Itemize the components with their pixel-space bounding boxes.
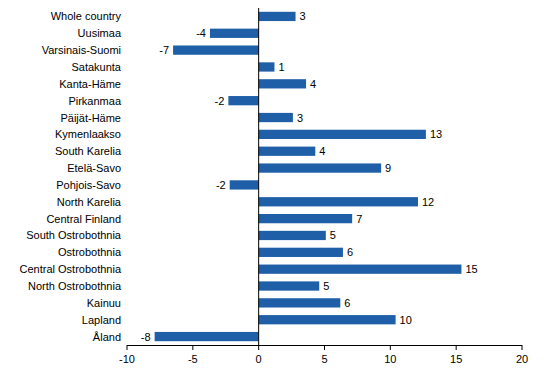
- zero-line: [258, 8, 259, 345]
- bar: [259, 79, 306, 88]
- data-label: 10: [400, 314, 412, 326]
- data-label: -2: [215, 95, 225, 107]
- data-label: 4: [319, 145, 325, 157]
- bar: [259, 163, 381, 172]
- category-label: South Karelia: [55, 145, 122, 157]
- data-label: -8: [141, 331, 151, 343]
- data-label: 12: [422, 196, 434, 208]
- bar: [259, 231, 326, 240]
- tick: [258, 345, 259, 350]
- tick-label: 20: [516, 353, 528, 365]
- tick-label: 5: [321, 353, 327, 365]
- category-label: Kainuu: [87, 297, 121, 309]
- category-label: Varsinais-Suomi: [42, 44, 121, 56]
- bar: [210, 29, 259, 38]
- bar: [259, 265, 462, 274]
- data-label: 5: [330, 229, 336, 241]
- bar: [259, 130, 426, 139]
- bar: [259, 197, 418, 206]
- data-label: 1: [278, 61, 284, 73]
- tick-label: -10: [119, 353, 135, 365]
- category-label: Central Finland: [46, 213, 121, 225]
- bar: [228, 96, 258, 105]
- category-label: North Ostrobothnia: [28, 280, 122, 292]
- data-label: -4: [196, 27, 206, 39]
- category-label: North Karelia: [57, 196, 122, 208]
- chart: -10-505101520Whole countryUusimaaVarsina…: [0, 0, 546, 376]
- category-label: Etelä-Savo: [67, 162, 121, 174]
- data-label: 3: [297, 112, 303, 124]
- category-label: Päijät-Häme: [60, 112, 121, 124]
- category-label: Lapland: [82, 314, 121, 326]
- tick: [522, 345, 523, 350]
- tick: [456, 345, 457, 350]
- data-label: 6: [347, 246, 353, 258]
- category-label: Whole country: [51, 10, 122, 22]
- bar: [259, 113, 293, 122]
- data-label: 9: [385, 162, 391, 174]
- category-label: Uusimaa: [78, 27, 122, 39]
- data-label: 4: [310, 78, 316, 90]
- bar: [173, 45, 259, 54]
- bar: [259, 298, 341, 307]
- data-label: 15: [465, 263, 477, 275]
- bar: [259, 248, 343, 257]
- category-label: Ostrobothnia: [58, 246, 122, 258]
- data-label: 13: [430, 128, 442, 140]
- category-label: Åland: [93, 331, 121, 343]
- category-label: Satakunta: [71, 61, 121, 73]
- tick: [324, 345, 325, 350]
- category-label: Kanta-Häme: [59, 78, 121, 90]
- tick-label: 0: [256, 353, 262, 365]
- bars: [155, 12, 462, 341]
- tick-label: 15: [450, 353, 462, 365]
- bar: [259, 147, 316, 156]
- bar: [259, 315, 396, 324]
- data-label: 6: [344, 297, 350, 309]
- bar: [259, 214, 352, 223]
- category-label: South Ostrobothnia: [26, 229, 122, 241]
- category-label: Pohjois-Savo: [56, 179, 121, 191]
- tick-label: 10: [384, 353, 396, 365]
- bar: [259, 62, 275, 71]
- data-label: 7: [356, 213, 362, 225]
- bar: [230, 180, 259, 189]
- data-label: 5: [323, 280, 329, 292]
- bar: [259, 12, 296, 21]
- category-label: Kymenlaakso: [55, 128, 121, 140]
- category-label: Central Ostrobothnia: [20, 263, 122, 275]
- tick: [390, 345, 391, 350]
- bar: [155, 332, 259, 341]
- tick: [127, 345, 128, 350]
- tick-label: -5: [188, 353, 198, 365]
- data-label: -2: [216, 179, 226, 191]
- data-label: 3: [300, 10, 306, 22]
- data-label: -7: [159, 44, 169, 56]
- bar: [259, 281, 320, 290]
- tick: [192, 345, 193, 350]
- category-label: Pirkanmaa: [68, 95, 121, 107]
